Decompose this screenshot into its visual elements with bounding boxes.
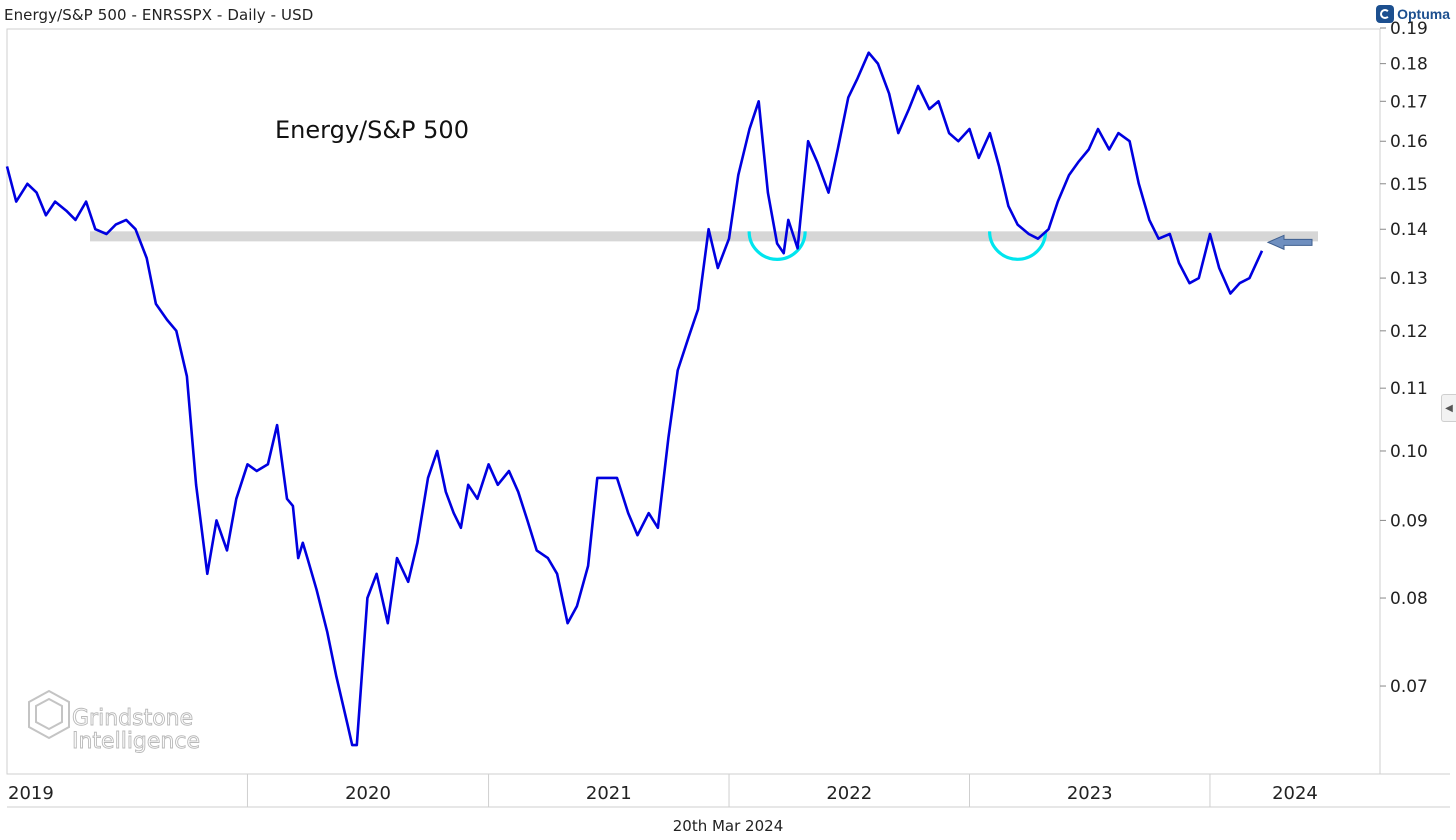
y-tick-label: 0.13 — [1390, 269, 1428, 289]
price-line-layer — [5, 51, 1264, 747]
watermark-line-2: Intelligence — [72, 729, 200, 754]
y-axis-ticks: 0.07 0.08 0.09 0.10 0.11 0.12 0.13 0.14 0.15 0.16… — [1380, 19, 1428, 697]
collapse-panel-chevron-left-icon[interactable]: ◀ — [1441, 394, 1456, 422]
rounded-bottom-layer — [747, 231, 1048, 261]
y-tick-label: 0.19 — [1390, 19, 1428, 39]
y-tick-label: 0.18 — [1390, 55, 1428, 75]
resistance-band — [90, 231, 1318, 242]
chart-frame — [6, 28, 1450, 808]
y-tick-label: 0.16 — [1390, 132, 1428, 152]
y-tick-label: 0.12 — [1390, 322, 1428, 342]
rounded-bottom-arc — [987, 231, 1048, 261]
chart-header-title: Energy/S&P 500 - ENRSSPX - Daily - USD — [4, 6, 314, 24]
y-tick-label: 0.09 — [1390, 511, 1428, 531]
x-year-label: 2024 — [1272, 783, 1318, 804]
y-tick-label: 0.10 — [1390, 442, 1428, 462]
y-tick-label: 0.08 — [1390, 589, 1428, 609]
x-year-label: 2022 — [826, 783, 872, 804]
x-year-label: 2023 — [1067, 783, 1113, 804]
x-year-label: 2021 — [586, 783, 632, 804]
price-line — [5, 51, 1264, 747]
y-tick-label: 0.14 — [1390, 220, 1428, 240]
watermark: Grindstone Intelligence — [28, 689, 200, 754]
y-tick-label: 0.07 — [1390, 677, 1428, 697]
resistance-layer — [90, 231, 1318, 251]
level-arrow-icon — [1266, 234, 1313, 251]
footer-date: 20th Mar 2024 — [672, 817, 784, 835]
x-year-label: 2020 — [345, 783, 391, 804]
brand-logo: Optuma — [1376, 5, 1450, 23]
chart-annotation-label: Energy/S&P 500 — [275, 116, 469, 144]
y-tick-label: 0.15 — [1390, 175, 1428, 195]
x-axis-labels: 2019 2020 2021 2022 2023 2024 — [8, 774, 1318, 807]
watermark-logo-icon — [28, 689, 70, 740]
x-year-label: 2019 — [8, 783, 54, 804]
optuma-logo-icon — [1376, 5, 1395, 23]
watermark-line-1: Grindstone — [72, 706, 193, 731]
plot-border — [6, 28, 1381, 775]
y-tick-label: 0.11 — [1390, 379, 1428, 399]
rounded-bottom-arc — [747, 231, 807, 261]
y-tick-label: 0.17 — [1390, 92, 1428, 112]
brand-name: Optuma — [1397, 6, 1450, 22]
